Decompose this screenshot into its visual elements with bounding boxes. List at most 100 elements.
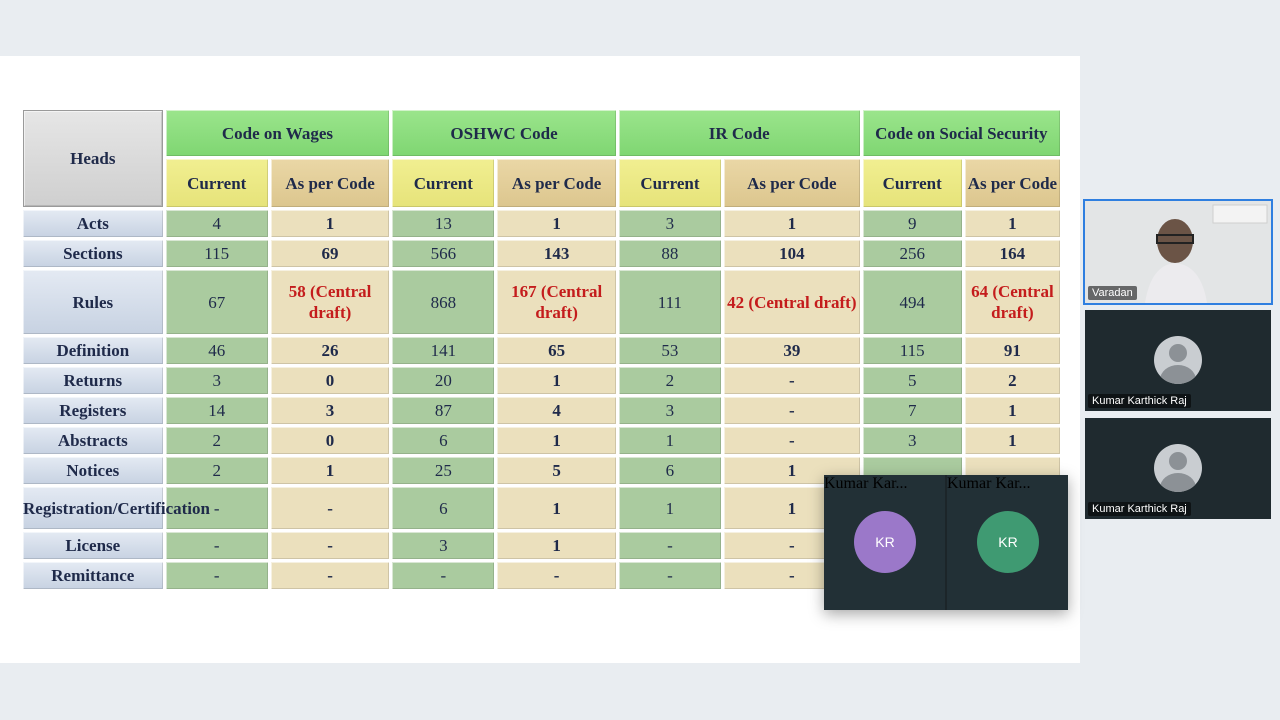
- current-cell: 1: [618, 427, 722, 454]
- row-head: Abstracts: [23, 427, 163, 454]
- as-per-code-cell: -: [724, 397, 860, 424]
- as-per-code-cell: 64 (Central draft): [964, 270, 1060, 334]
- group-header-oshwc: OSHWC Code: [392, 110, 616, 156]
- gallery-tile[interactable]: Kumar Karthick Raj: [1085, 310, 1271, 411]
- gallery-tile[interactable]: Kumar Karthick Raj: [1085, 418, 1271, 519]
- as-per-code-cell: 1: [497, 532, 616, 559]
- current-cell: 25: [392, 457, 495, 484]
- row-head: License: [23, 532, 163, 559]
- row-head: Rules: [23, 270, 163, 334]
- current-cell: 3: [618, 210, 722, 237]
- current-cell: 868: [392, 270, 495, 334]
- as-per-code-cell: 0: [270, 367, 390, 394]
- table-row: Notices 2 1 25 5 6 1: [23, 457, 1060, 484]
- table-row: Abstracts 2 0 6 1 1-3 1: [23, 427, 1060, 454]
- row-head: Returns: [23, 367, 163, 394]
- current-cell: 256: [862, 240, 962, 267]
- current-cell: -: [392, 562, 495, 589]
- current-cell: 5: [862, 367, 962, 394]
- as-per-code-cell: 1: [964, 427, 1060, 454]
- current-cell: 87: [392, 397, 495, 424]
- current-cell: 115: [862, 337, 962, 364]
- as-per-code-cell: 1: [497, 210, 616, 237]
- row-head: Definition: [23, 337, 163, 364]
- sub-header-current: Current: [862, 159, 962, 207]
- initials-avatar: KR: [977, 511, 1039, 573]
- current-cell: 3: [165, 367, 268, 394]
- sub-header-current: Current: [392, 159, 495, 207]
- as-per-code-cell: 104: [724, 240, 860, 267]
- as-per-code-cell: 91: [964, 337, 1060, 364]
- current-cell: 566: [392, 240, 495, 267]
- current-cell: -: [618, 532, 722, 559]
- table-row: Returns 3 0 20 1 2-5 2: [23, 367, 1060, 394]
- as-per-code-cell: -: [724, 427, 860, 454]
- user-avatar-icon: [1154, 444, 1202, 492]
- participant-name: Varadan: [1088, 286, 1137, 300]
- sub-header-current: Current: [165, 159, 268, 207]
- table-row: Sections 115 69 566 143 88 104 256 164: [23, 240, 1060, 267]
- group-header-wages: Code on Wages: [165, 110, 390, 156]
- as-per-code-cell: 167 (Central draft): [497, 270, 616, 334]
- current-cell: 13: [392, 210, 495, 237]
- as-per-code-cell: -: [270, 487, 390, 529]
- current-cell: -: [165, 532, 268, 559]
- floating-tile[interactable]: KR Kumar Kar...: [947, 475, 1068, 610]
- speaker-video-frame: [1085, 201, 1271, 303]
- row-head: Registration/Certification: [23, 487, 210, 529]
- as-per-code-cell: -: [270, 562, 390, 589]
- row-head: Notices: [23, 457, 163, 484]
- current-cell: 141: [392, 337, 495, 364]
- speaker-video-tile[interactable]: Varadan: [1083, 199, 1273, 305]
- as-per-code-cell: 58 (Central draft): [270, 270, 390, 334]
- current-cell: 6: [392, 427, 495, 454]
- current-cell: 2: [165, 427, 268, 454]
- current-cell: 14: [165, 397, 268, 424]
- current-cell: 46: [165, 337, 268, 364]
- table-row: Definition 46 26 141 65 53 39 115 91: [23, 337, 1060, 364]
- current-cell: 111: [618, 270, 722, 334]
- as-per-code-cell: 65: [497, 337, 616, 364]
- as-per-code-cell: 1: [497, 367, 616, 394]
- current-cell: 67: [165, 270, 268, 334]
- as-per-code-cell: 2: [964, 367, 1060, 394]
- current-cell: 88: [618, 240, 722, 267]
- as-per-code-cell: 1: [270, 210, 390, 237]
- participant-name: Kumar Kar...: [824, 475, 908, 492]
- as-per-code-cell: 42 (Central draft): [724, 270, 860, 334]
- sub-header-as-per-code: As per Code: [724, 159, 860, 207]
- current-cell: 1: [618, 487, 722, 529]
- participant-name: Kumar Karthick Raj: [1088, 502, 1191, 516]
- current-cell: 2: [618, 367, 722, 394]
- sub-header-as-per-code: As per Code: [964, 159, 1060, 207]
- as-per-code-cell: 1: [724, 210, 860, 237]
- current-cell: 494: [862, 270, 962, 334]
- participant-name: Kumar Kar...: [947, 475, 1031, 492]
- as-per-code-cell: 26: [270, 337, 390, 364]
- user-avatar-icon: [1154, 336, 1202, 384]
- as-per-code-cell: 1: [497, 487, 616, 529]
- heads-header: Heads: [23, 110, 163, 207]
- as-per-code-cell: -: [724, 367, 860, 394]
- as-per-code-cell: 1: [497, 427, 616, 454]
- as-per-code-cell: 143: [497, 240, 616, 267]
- table-row: Rules 67 58 (Central draft) 868 167 (Central…: [23, 270, 1060, 334]
- floating-participants-panel[interactable]: KR Kumar Kar... KR Kumar Kar...: [824, 475, 1068, 610]
- row-head: Registers: [23, 397, 163, 424]
- table-row: Registers 14 3 87 4 3-7 1: [23, 397, 1060, 424]
- as-per-code-cell: 1: [964, 210, 1060, 237]
- participant-name: Kumar Karthick Raj: [1088, 394, 1191, 408]
- current-cell: -: [165, 562, 268, 589]
- current-cell: 53: [618, 337, 722, 364]
- initials-avatar: KR: [854, 511, 916, 573]
- current-cell: -: [618, 562, 722, 589]
- sub-header-current: Current: [618, 159, 722, 207]
- as-per-code-cell: 0: [270, 427, 390, 454]
- sub-header-as-per-code: As per Code: [497, 159, 616, 207]
- current-cell: 3: [862, 427, 962, 454]
- current-cell: 6: [618, 457, 722, 484]
- floating-tile[interactable]: KR Kumar Kar...: [824, 475, 945, 610]
- row-head: Sections: [23, 240, 163, 267]
- current-cell: -: [165, 487, 268, 529]
- as-per-code-cell: 39: [724, 337, 860, 364]
